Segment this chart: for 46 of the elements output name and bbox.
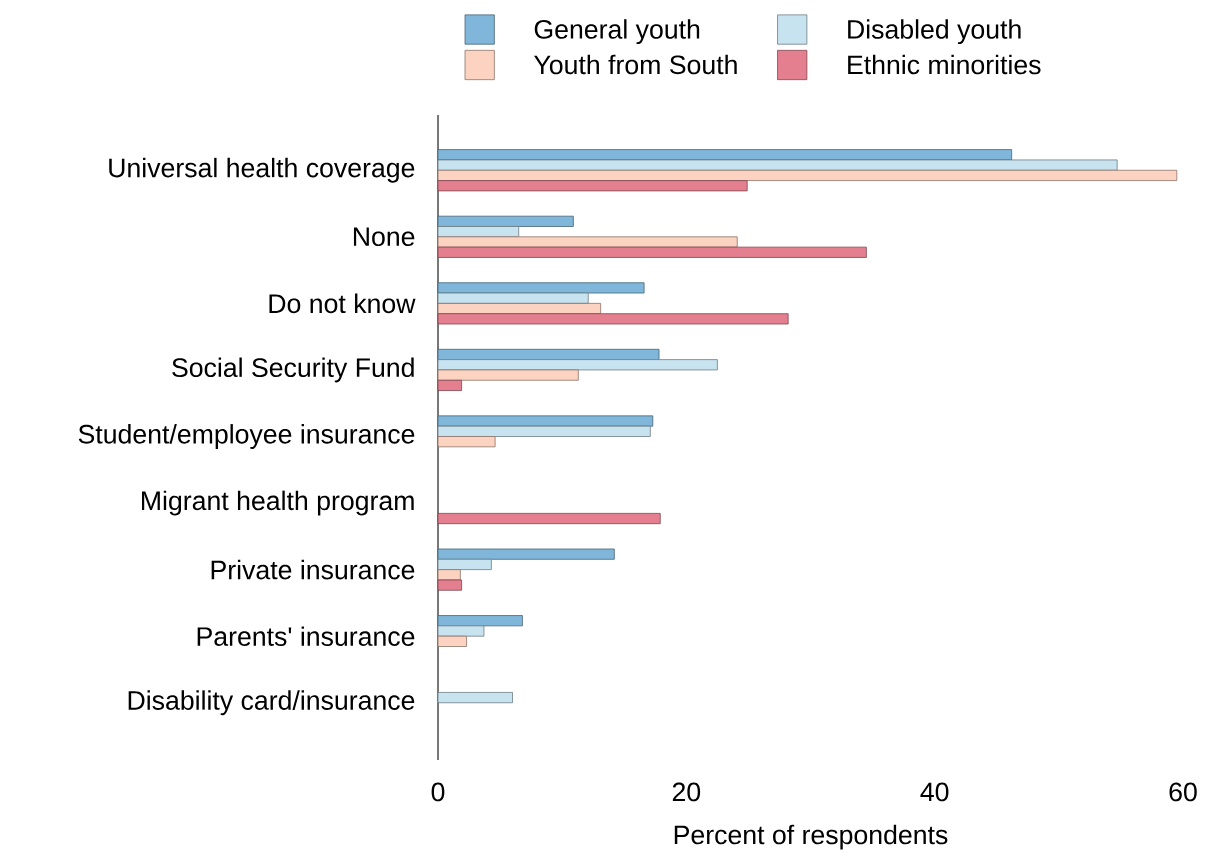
- bar: [437, 215, 574, 227]
- bar: [437, 569, 461, 581]
- bar: [437, 425, 651, 437]
- x-tick-label: 60: [1169, 782, 1197, 802]
- bar: [437, 615, 523, 627]
- y-tick-label: Do not know: [269, 293, 416, 314]
- bar: [437, 625, 485, 637]
- bar: [437, 635, 467, 647]
- bar: [437, 348, 660, 361]
- legend-label: Youth from South: [534, 54, 737, 75]
- y-tick-label: None: [353, 227, 415, 247]
- legend-label: Disabled youth: [848, 19, 1021, 45]
- bar: [437, 579, 462, 591]
- y-tick-label: Migrant health program: [142, 490, 414, 516]
- x-tick-label: 0: [431, 782, 445, 802]
- bar: [437, 436, 496, 448]
- bar: [437, 236, 738, 248]
- bar: [437, 692, 513, 704]
- x-axis-title: Percent of respondents: [674, 824, 948, 850]
- bar: [437, 159, 1118, 171]
- bar: [437, 558, 492, 571]
- legend-label: Ethnic minorities: [848, 54, 1041, 75]
- bar: [437, 180, 748, 192]
- bar: [437, 302, 602, 315]
- bar: [437, 282, 645, 294]
- y-tick-label: Disability card/insurance: [128, 690, 415, 716]
- bar: [437, 369, 579, 381]
- x-tick-label: 20: [672, 782, 701, 802]
- bar: [437, 226, 520, 238]
- bar: [437, 313, 789, 325]
- bar: [437, 169, 1178, 181]
- bar: [437, 548, 615, 560]
- y-tick-label: Private insurance: [211, 559, 415, 580]
- bar: [437, 379, 462, 391]
- y-tick-label: Universal health coverage: [109, 157, 415, 183]
- bar: [437, 415, 654, 427]
- bar: [437, 512, 661, 525]
- legend-label: General youth: [534, 19, 700, 45]
- y-tick-label: Parents' insurance: [197, 626, 415, 646]
- y-tick-label: Student/employee insurance: [78, 424, 415, 449]
- y-tick-label: Social Security Fund: [172, 357, 414, 383]
- bar: [437, 246, 867, 258]
- bar: [437, 359, 718, 371]
- bar: [437, 292, 589, 304]
- bar: [437, 149, 1013, 161]
- x-tick-label: 40: [920, 782, 949, 802]
